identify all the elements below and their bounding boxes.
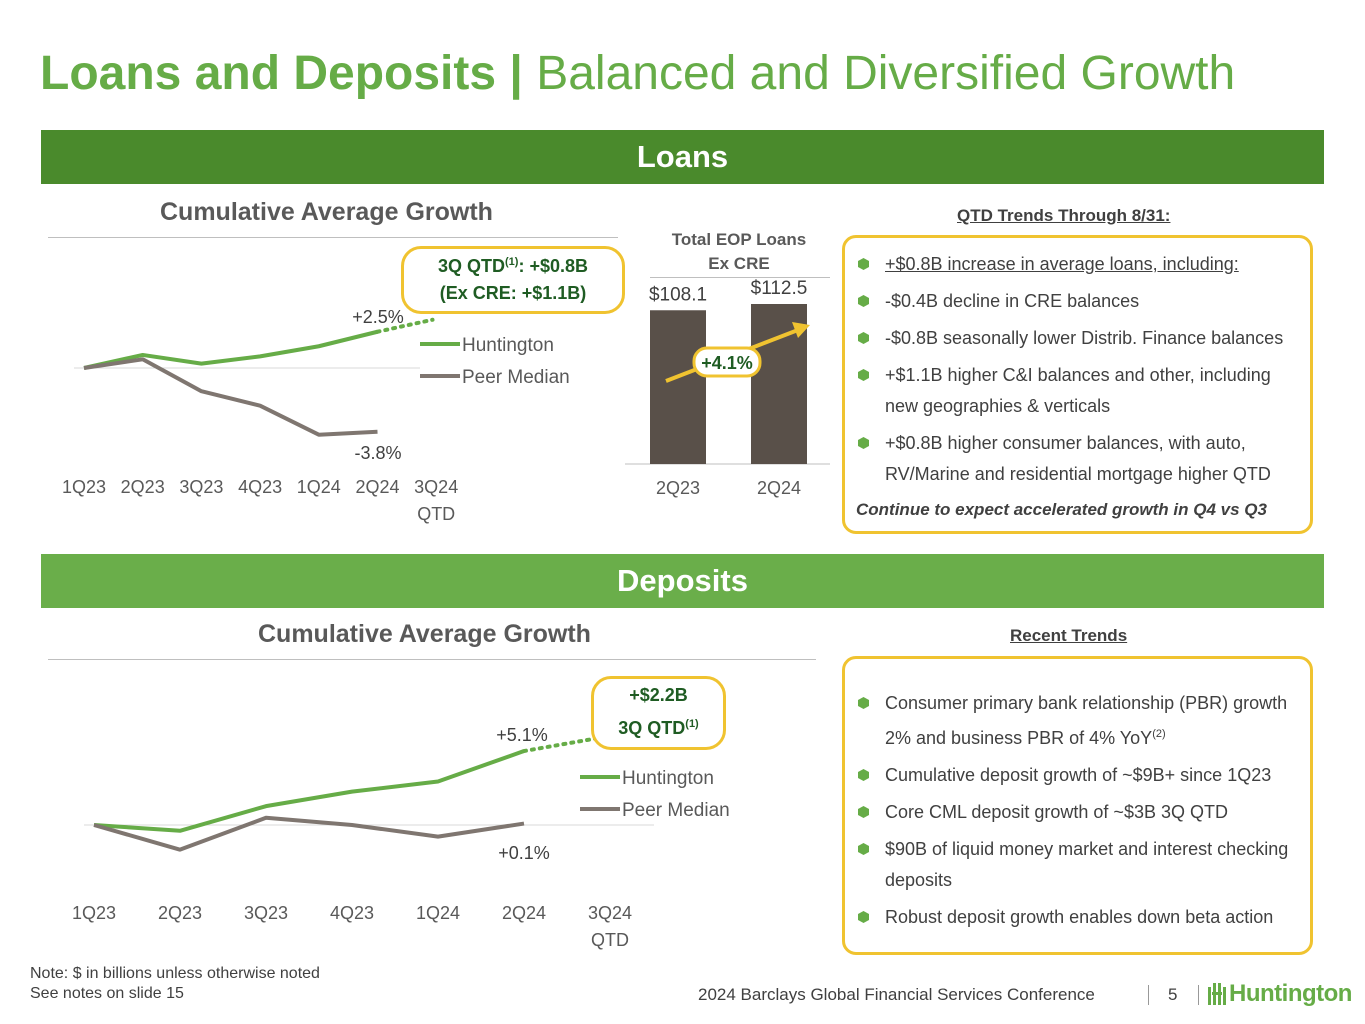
x-tick-label: 2Q24: [502, 903, 546, 923]
hexagon-bullet-icon: [858, 295, 869, 307]
legend-label: Huntington: [622, 768, 714, 789]
series-line-peer-median: [83, 357, 378, 437]
list-item: +$0.8B increase in average loans, includ…: [858, 249, 1304, 280]
footnote: Note: $ in billions unless otherwise not…: [30, 965, 320, 1002]
deposits-growth-chart: +5.1% Huntington +0.1% Peer Median 1Q23 2Q23 3…: [72, 725, 730, 950]
qtd-projection-line: [522, 735, 606, 754]
series-end-label: +2.5%: [352, 307, 404, 327]
list-item: Consumer primary bank relationship (PBR)…: [858, 688, 1304, 754]
x-tick-label: 1Q24: [416, 903, 460, 923]
deposits-section-header: Deposits: [41, 554, 1324, 608]
x-tick-label: 3Q23: [179, 477, 223, 497]
bar-2q23: [650, 310, 706, 464]
huntington-logo: Huntington: [1207, 980, 1352, 1008]
list-item: +$1.1B higher C&I balances and other, in…: [858, 360, 1304, 422]
hexagon-bullet-icon: [858, 769, 869, 781]
x-tick-label: 1Q24: [297, 477, 341, 497]
series-end-label: +0.1%: [498, 843, 550, 863]
list-item: -$0.4B decline in CRE balances: [858, 286, 1304, 317]
series-line-huntington: [83, 329, 378, 370]
eop-title-rule: [650, 277, 830, 278]
x-tick-label: 3Q24: [414, 477, 458, 497]
x-tick-label: 2Q23: [121, 477, 165, 497]
footer-divider: [1148, 985, 1149, 1005]
deposits-qtd-callout: +$2.2B 3Q QTD(1): [591, 676, 726, 750]
x-tick-label: QTD: [591, 930, 629, 950]
growth-arrow-head-icon: [792, 322, 810, 338]
list-item: Cumulative deposit growth of ~$9B+ since…: [858, 760, 1304, 791]
x-tick-label: 2Q23: [158, 903, 202, 923]
hexagon-bullet-icon: [858, 332, 869, 344]
footer-divider: [1198, 985, 1199, 1005]
x-tick-label: 1Q23: [62, 477, 106, 497]
x-tick-label: 2Q24: [757, 478, 801, 498]
deposits-growth-title: Cumulative Average Growth: [258, 620, 591, 648]
hexagon-bullet-icon: [858, 258, 869, 270]
deposits-trends-header: Recent Trends: [1010, 626, 1128, 645]
hexagon-bullet-icon: [858, 697, 869, 709]
loans-title-rule: [48, 237, 618, 238]
huntington-logo-icon: [1208, 983, 1226, 1005]
legend-label: Huntington: [462, 335, 554, 356]
loans-closing-note: Continue to expect accelerated growth in…: [856, 500, 1267, 519]
hexagon-bullet-icon: [858, 437, 869, 449]
growth-label-pill: [692, 346, 762, 378]
loans-section-header: Loans: [41, 130, 1324, 184]
list-item: Core CML deposit growth of ~$3B 3Q QTD: [858, 797, 1304, 828]
x-tick-label: 3Q24: [588, 903, 632, 923]
deposits-trends-box: Consumer primary bank relationship (PBR)…: [842, 656, 1313, 955]
loans-qtd-callout: 3Q QTD(1): +$0.8B (Ex CRE: +$1.1B): [401, 246, 625, 314]
hexagon-bullet-icon: [858, 806, 869, 818]
hexagon-bullet-icon: [858, 369, 869, 381]
x-tick-label: QTD: [417, 504, 455, 524]
loans-growth-chart: +2.5% Huntington -3.8% Peer Median 1Q23 2Q23 3…: [62, 307, 570, 524]
legend-label: Peer Median: [622, 800, 730, 821]
growth-label: +4.1%: [701, 353, 753, 373]
x-tick-label: 1Q23: [72, 903, 116, 923]
list-item: $90B of liquid money market and interest…: [858, 834, 1304, 896]
x-tick-label: 2Q23: [656, 478, 700, 498]
loans-growth-title: Cumulative Average Growth: [160, 198, 493, 226]
bar-value-label: $108.1: [649, 284, 707, 305]
eop-loans-chart: $108.1 2Q23 $112.5 2Q24 +4.1%: [625, 278, 830, 498]
qtd-projection-line: [375, 317, 435, 334]
eop-loans-title: Total EOP Loans Ex CRE: [671, 230, 807, 273]
x-tick-label: 4Q23: [330, 903, 374, 923]
conference-name: 2024 Barclays Global Financial Services …: [698, 985, 1095, 1004]
list-item: Robust deposit growth enables down beta …: [858, 902, 1304, 933]
list-item: -$0.8B seasonally lower Distrib. Finance…: [858, 323, 1304, 354]
bar-value-label: $112.5: [751, 278, 808, 299]
x-tick-label: 4Q23: [238, 477, 282, 497]
x-tick-label: 3Q23: [244, 903, 288, 923]
list-item: +$0.8B higher consumer balances, with au…: [858, 428, 1304, 490]
page-number: 5: [1168, 985, 1178, 1004]
x-tick-label: 2Q24: [355, 477, 399, 497]
legend-label: Peer Median: [462, 367, 570, 388]
series-line-peer-median: [93, 815, 525, 852]
series-end-label: -3.8%: [354, 443, 401, 463]
page-title: Loans and Deposits | Balanced and Divers…: [40, 47, 1236, 100]
hexagon-bullet-icon: [858, 843, 869, 855]
loans-trends-header: QTD Trends Through 8/31:: [957, 206, 1171, 225]
deposits-title-rule: [48, 659, 816, 660]
hexagon-bullet-icon: [858, 911, 869, 923]
loans-trends-box: +$0.8B increase in average loans, includ…: [842, 235, 1313, 534]
series-end-label: +5.1%: [496, 725, 548, 745]
series-line-huntington: [93, 749, 525, 833]
deposits-trends-list: Consumer primary bank relationship (PBR)…: [858, 688, 1304, 939]
loans-trends-list: +$0.8B increase in average loans, includ…: [858, 249, 1304, 496]
